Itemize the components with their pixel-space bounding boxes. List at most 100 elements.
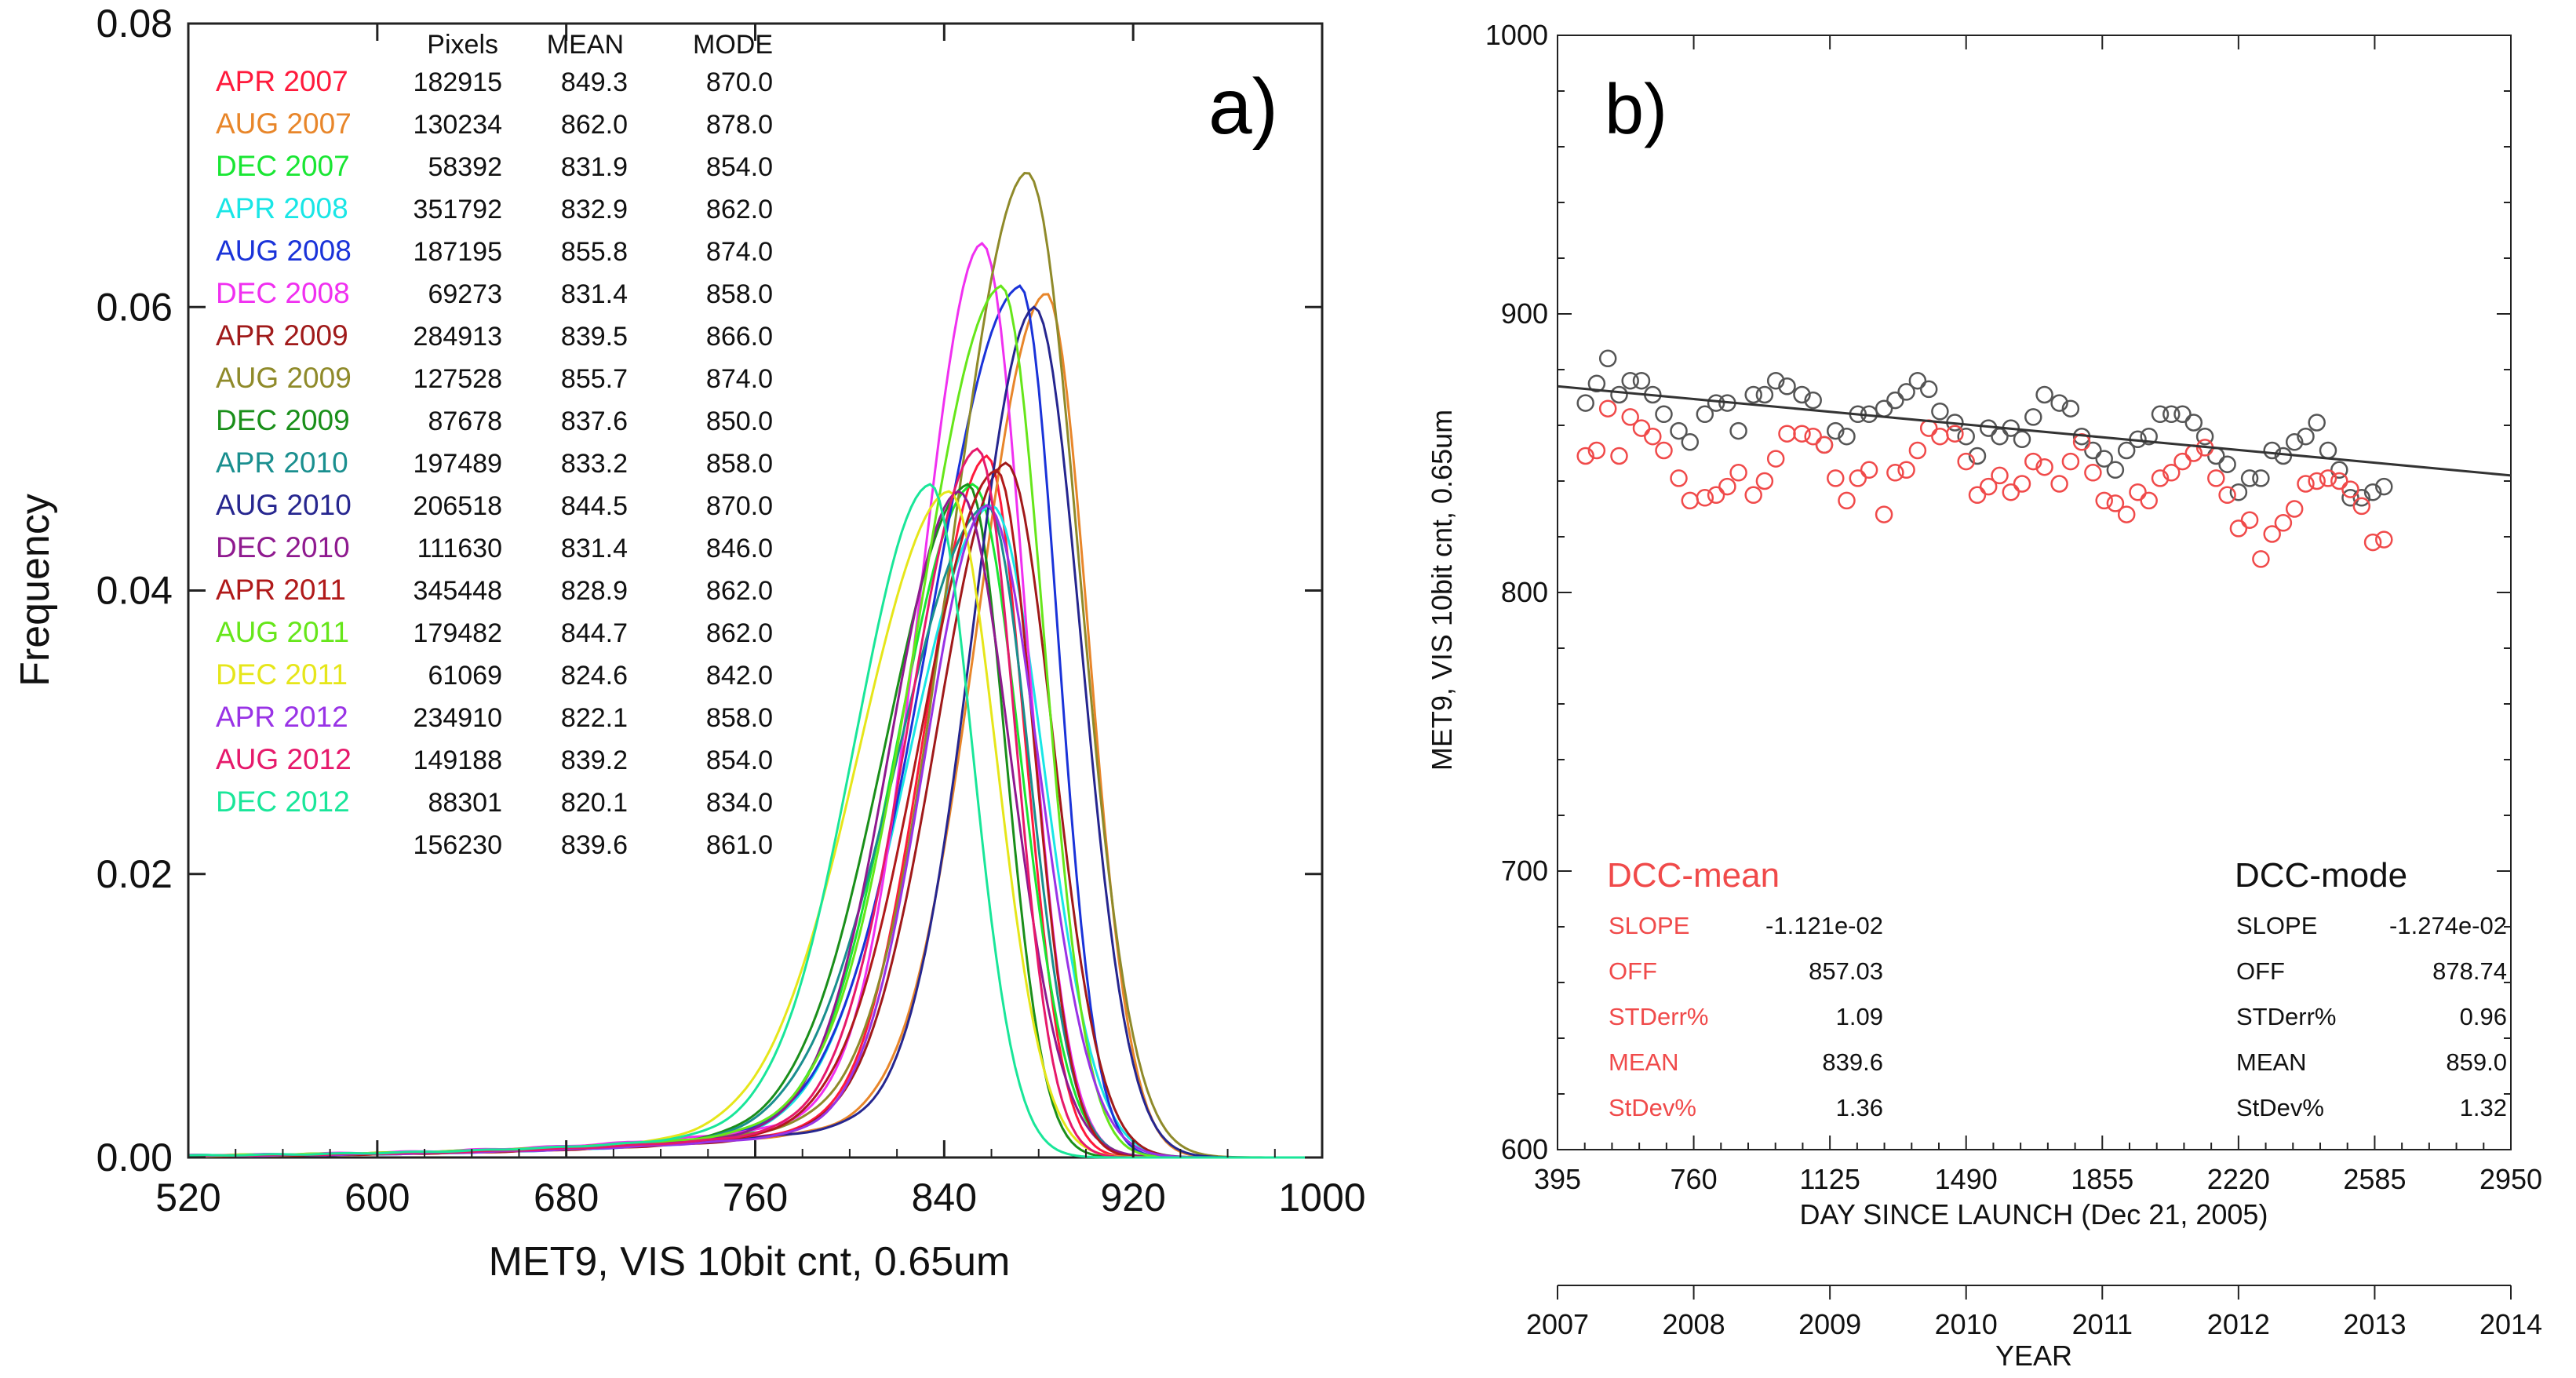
legend-entry-mean: 855.7 — [561, 364, 628, 394]
mean-point — [1886, 464, 1904, 482]
mean-point — [1804, 427, 1822, 446]
legend-entry-label: APR 2011 — [216, 574, 346, 606]
mean-point — [1621, 408, 1639, 426]
mean-point — [2024, 452, 2042, 471]
y-tick-label: 0.08 — [97, 2, 173, 46]
legend-entry-label: AUG 2007 — [216, 108, 352, 140]
mean-point — [1670, 469, 1688, 487]
mean-point — [2106, 494, 2125, 512]
stats-mean-value: -1.121e-02 — [1765, 912, 1883, 939]
mean-point — [1815, 436, 1834, 454]
legend-entry-mode: 854.0 — [706, 152, 773, 182]
x-tick-label: 760 — [723, 1176, 788, 1219]
panel-b-trendline — [1557, 385, 2512, 477]
mean-point — [1778, 425, 1796, 443]
mode-point — [1621, 371, 1639, 390]
mean-point — [1644, 427, 1662, 446]
mode-point — [2218, 455, 2236, 473]
mode-point — [1681, 433, 1700, 451]
panel-b-stats: DCC-mean SLOPE -1.121e-02 OFF 857.03 STDerr% 1… — [1607, 856, 2507, 1121]
x-tick-label: 1000 — [1278, 1176, 1365, 1219]
y-tick-label: 0.02 — [97, 852, 173, 896]
mean-point — [1897, 461, 1915, 479]
legend-entry-label: APR 2007 — [216, 65, 348, 97]
mean-point — [2129, 483, 2147, 501]
legend-header-mean: MEAN — [547, 30, 624, 60]
mode-point — [1655, 405, 1673, 424]
legend-entry-pixels: 284913 — [414, 322, 502, 352]
legend-entry-label: DEC 2009 — [216, 404, 350, 436]
mode-point — [2319, 441, 2337, 460]
legend-total-pixels: 156230 — [414, 830, 502, 860]
mode-point — [1957, 427, 1975, 446]
stats-mode-value: -1.274e-02 — [2389, 912, 2507, 939]
mode-point — [1793, 385, 1811, 404]
legend-entry-mean: 831.4 — [561, 279, 628, 309]
legend-entry-label: AUG 2009 — [216, 362, 352, 394]
stats-mean-value: 839.6 — [1822, 1048, 1883, 1076]
legend-entry-pixels: 88301 — [428, 788, 502, 818]
mean-point — [1968, 486, 1987, 505]
mean-point — [2274, 514, 2293, 532]
year-tick-label: 2013 — [2343, 1308, 2406, 1340]
mode-point — [1744, 385, 1762, 404]
mode-point — [1610, 385, 1628, 404]
legend-entry-mean: 849.3 — [561, 67, 628, 97]
mean-point — [2218, 486, 2236, 505]
mode-point — [2084, 441, 2102, 460]
mean-point — [2285, 500, 2304, 518]
legend-entry-mean: 837.6 — [561, 406, 628, 436]
panel-a-x-axis-label: MET9, VIS 10bit cnt, 0.65um — [489, 1239, 1011, 1285]
mode-point — [2106, 461, 2125, 479]
legend-entry-mean: 839.5 — [561, 322, 628, 352]
y-tick-label: 0.06 — [97, 285, 173, 329]
legend-entry-pixels: 351792 — [414, 195, 502, 224]
mean-point — [2173, 452, 2192, 471]
mode-point — [1696, 405, 1714, 424]
mode-point — [1587, 374, 1606, 393]
x-tick-label: 920 — [1100, 1176, 1165, 1219]
mode-point — [2263, 441, 2281, 460]
mode-point — [1897, 383, 1915, 401]
year-tick-label: 2010 — [1935, 1308, 1998, 1340]
legend-entry-mean: 844.7 — [561, 618, 628, 648]
mean-point — [2319, 469, 2337, 487]
y-tick-label: 1000 — [1485, 19, 1548, 51]
mean-point — [2140, 491, 2158, 510]
legend-entry-mean: 862.0 — [561, 110, 628, 140]
mode-point — [1729, 421, 1747, 440]
stats-mean-label: StDev% — [1609, 1094, 1696, 1121]
x-tick-label: 1490 — [1935, 1163, 1998, 1195]
legend-entry-label: AUG 2011 — [216, 616, 349, 648]
mean-point — [2117, 505, 2136, 523]
mean-point — [1755, 472, 1774, 490]
legend-entry-label: AUG 2008 — [216, 235, 352, 267]
stats-mode-value: 0.96 — [2460, 1003, 2507, 1030]
legend-entry-mean: 844.5 — [561, 491, 628, 521]
x-tick-label: 2220 — [2207, 1163, 2270, 1195]
legend-entry-pixels: 182915 — [414, 67, 502, 97]
mode-point — [2363, 483, 2382, 501]
panel-a-legend: Pixels MEAN MODE APR 2007 182915 849.3 870.0 AU… — [216, 30, 773, 860]
panel-b-points — [1576, 349, 2393, 568]
year-tick-label: 2007 — [1526, 1308, 1589, 1340]
stats-mean-value: 1.09 — [1836, 1003, 1883, 1030]
legend-header-pixels: Pixels — [427, 30, 498, 60]
legend-entry-pixels: 61069 — [428, 661, 502, 691]
legend-entry-pixels: 127528 — [414, 364, 502, 394]
legend-entry-mode: 874.0 — [706, 364, 773, 394]
legend-entry-label: DEC 2011 — [216, 658, 348, 691]
mean-point — [2352, 497, 2371, 516]
x-tick-label: 395 — [1534, 1163, 1581, 1195]
legend-total-mode: 861.0 — [706, 830, 773, 860]
mode-point — [2140, 427, 2158, 446]
mean-point — [1931, 427, 1949, 446]
mode-point — [2184, 414, 2203, 432]
panel-a-label: a) — [1208, 63, 1278, 151]
y-tick-label: 900 — [1501, 297, 1548, 330]
mode-point — [2330, 461, 2348, 479]
x-tick-label: 600 — [344, 1176, 410, 1219]
stats-mean-label: MEAN — [1609, 1048, 1679, 1076]
legend-entry-pixels: 87678 — [428, 406, 502, 436]
mean-point — [1718, 477, 1736, 496]
